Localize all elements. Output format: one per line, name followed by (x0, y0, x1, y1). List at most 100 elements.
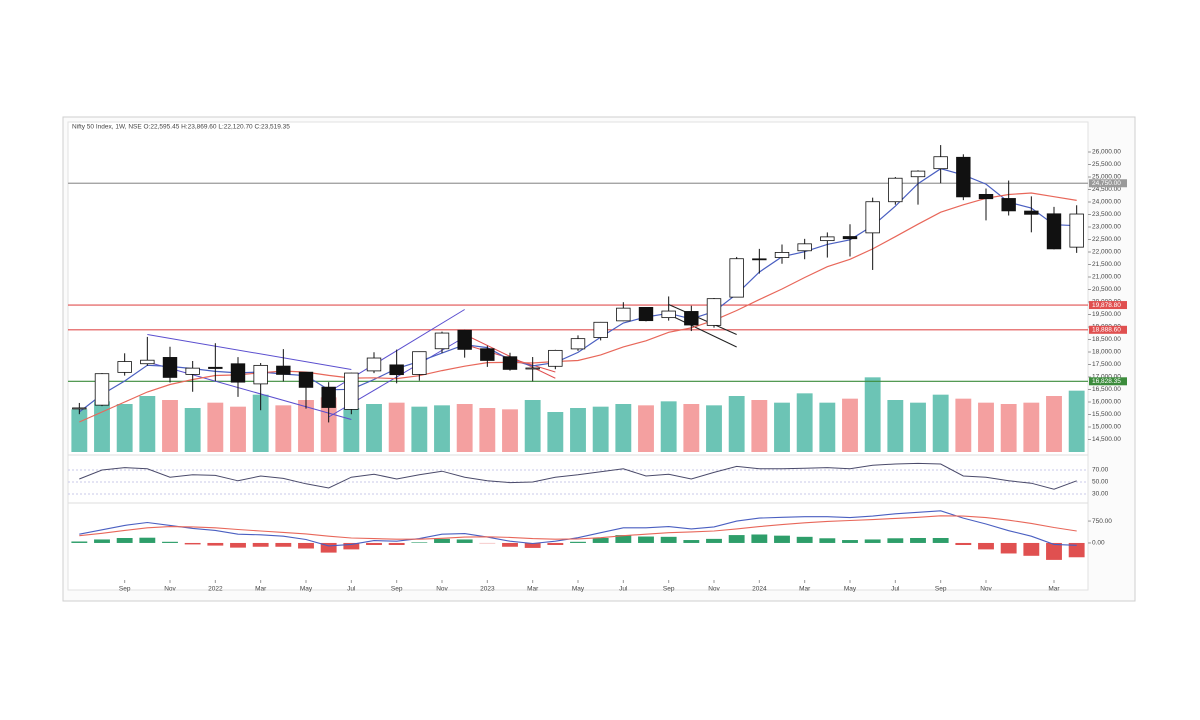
y-tick-label: 18,000.00 (1092, 349, 1121, 356)
candle-body (117, 361, 132, 373)
y-tick-label: 21,000.00 (1092, 274, 1121, 281)
macd-histogram-bar (94, 539, 110, 543)
volume-bar (366, 404, 382, 452)
macd-histogram-bar (615, 535, 632, 543)
plot-area (67, 121, 1089, 591)
rsi-line (79, 462, 1077, 490)
volume-bar (570, 408, 586, 452)
x-tick-label: 2023 (480, 586, 495, 593)
level-tag (1089, 179, 1127, 188)
volume-bar (864, 377, 881, 452)
volume-bar (660, 401, 677, 452)
candle-body (797, 243, 812, 252)
level-label: 19,878.80 (1092, 302, 1121, 309)
x-tick-label: May (572, 586, 585, 593)
volume-bar (71, 409, 88, 452)
volume-bar (1068, 390, 1085, 452)
candle-body (412, 351, 427, 375)
y-tick-label: 70.00 (1092, 467, 1109, 474)
macd-histogram-bar (1046, 542, 1062, 560)
candle-body (774, 252, 790, 258)
y-tick-label: 17,500.00 (1092, 361, 1121, 368)
volume-bar (819, 402, 836, 452)
x-tick-label: Mar (255, 586, 267, 593)
macd-histogram-bar (207, 542, 224, 546)
candle-body (729, 258, 744, 298)
macd-histogram-bar (683, 540, 700, 543)
volume-bar (796, 393, 813, 452)
candle-body (344, 372, 359, 410)
macd-histogram-bar (1023, 542, 1040, 556)
moving-average (79, 192, 1077, 423)
volume-bar (1023, 402, 1040, 452)
macd-histogram-bar (71, 541, 88, 543)
level-tag (1089, 377, 1127, 386)
x-tick-label: Jul (619, 586, 628, 593)
volume-bar (683, 404, 700, 452)
candle-body (276, 365, 291, 375)
x-tick-label: Jul (347, 586, 356, 593)
volume-bar (978, 402, 994, 452)
macd-histogram-bar (547, 542, 564, 546)
candle-body (661, 310, 676, 319)
candle-body (910, 170, 926, 178)
macd-line (79, 515, 1077, 540)
x-tick-label: Sep (663, 586, 675, 593)
y-tick-label: 15,000.00 (1092, 424, 1121, 431)
trendline (668, 314, 737, 348)
candle-body (956, 156, 971, 198)
macd-histogram-bar (819, 538, 836, 543)
macd-histogram-bar (502, 542, 518, 547)
chart-title: Nifty 50 Index, 1W, NSE O:22,595.45 H:23… (72, 124, 290, 131)
volume-bar (524, 400, 541, 452)
y-tick-label: 16,000.00 (1092, 399, 1121, 406)
volume-bar (456, 404, 473, 452)
candle-body (684, 311, 699, 326)
volume-bar (207, 402, 224, 452)
macd-histogram-bar (796, 536, 813, 543)
x-tick-label: Mar (799, 586, 811, 593)
y-tick-label: 20,500.00 (1092, 286, 1121, 293)
volume-bar (887, 400, 904, 452)
trendline (668, 304, 737, 335)
macd-histogram-bar (751, 534, 768, 543)
level-label: 18,888.60 (1092, 327, 1121, 334)
volume-bar (502, 409, 518, 452)
macd-histogram-bar (434, 538, 450, 543)
volume-bar (116, 404, 133, 452)
volume-bar (479, 408, 496, 452)
volume-bar (774, 402, 790, 452)
y-tick-label: 30.00 (1092, 491, 1109, 498)
candle-body (208, 366, 223, 369)
candle-body (94, 373, 110, 406)
level-tag (1089, 301, 1127, 310)
candle-body (706, 298, 722, 326)
volume-bar (298, 400, 314, 452)
candle-body (616, 307, 631, 322)
candle-body (1001, 198, 1016, 212)
macd-histogram-bar (978, 542, 994, 550)
candle-body (480, 348, 495, 361)
y-tick-label: 24,500.00 (1092, 186, 1121, 193)
macd-histogram-bar (230, 542, 246, 548)
candle-body (978, 193, 994, 200)
macd-histogram-bar (706, 538, 722, 543)
x-tick-label: Mar (1048, 586, 1060, 593)
level-label: 24,750.00 (1092, 180, 1121, 187)
y-tick-label: 22,000.00 (1092, 249, 1121, 256)
candle-body (820, 236, 835, 242)
candle-body (570, 338, 586, 350)
y-tick-label: 21,500.00 (1092, 261, 1121, 268)
macd-histogram-bar (774, 535, 790, 543)
macd-histogram-bar (887, 538, 904, 543)
volume-bar (615, 404, 632, 452)
candle-body (1046, 213, 1062, 250)
macd-histogram-bar (910, 537, 926, 543)
trendline (147, 361, 352, 420)
x-tick-label: Sep (391, 586, 403, 593)
candle-body (434, 332, 450, 350)
x-tick-label: Nov (164, 586, 176, 593)
candle-body (933, 156, 948, 170)
x-tick-label: Mar (527, 586, 539, 593)
